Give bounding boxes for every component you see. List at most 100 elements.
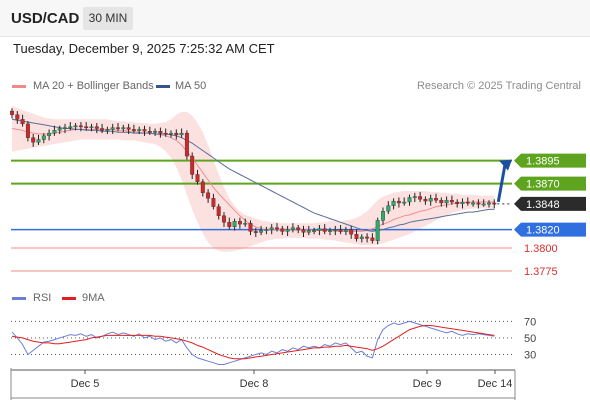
candle-body xyxy=(68,126,73,129)
candle-body xyxy=(418,196,423,200)
x-tick-label: Dec 9 xyxy=(413,378,442,390)
candle-body xyxy=(137,129,142,131)
candle-body xyxy=(243,223,248,225)
candle-body xyxy=(476,202,481,205)
candle-body xyxy=(190,155,195,175)
level-label-1.3848: 1.3848 xyxy=(526,199,560,211)
candle-body xyxy=(343,229,348,232)
rsi-legend-swatch xyxy=(12,297,26,300)
candle-body xyxy=(206,192,211,199)
level-tag-1.3820 xyxy=(514,222,586,237)
candle-body xyxy=(184,132,189,157)
candle-body xyxy=(126,127,131,130)
candle-body xyxy=(15,114,20,120)
candle-body xyxy=(460,201,465,205)
candle-body xyxy=(455,201,460,205)
rsi-ma9-line xyxy=(11,325,495,360)
candle-body xyxy=(174,132,179,136)
candle-body xyxy=(465,201,470,204)
x-tick-label: Dec 8 xyxy=(240,378,269,390)
candle-body xyxy=(25,123,30,138)
bollinger-legend-label: MA 20 + Bollinger Bands xyxy=(33,80,154,92)
candle-body xyxy=(349,229,354,235)
candle-body xyxy=(301,229,306,233)
candle-body xyxy=(57,128,62,131)
candle-body xyxy=(89,126,94,129)
candle-body xyxy=(264,229,269,231)
candle-body xyxy=(423,199,428,202)
level-label-1.3895: 1.3895 xyxy=(526,156,560,168)
timestamp: Tuesday, December 9, 2025 7:25:32 AM CET xyxy=(13,41,275,56)
ma50-legend-label: MA 50 xyxy=(175,80,207,92)
level-tag-1.3848 xyxy=(514,196,586,211)
x-tick-label: Dec 5 xyxy=(71,378,100,390)
candle-body xyxy=(147,131,152,133)
level-tag-1.3870 xyxy=(514,176,586,191)
candle-body xyxy=(317,228,322,231)
candle-body xyxy=(354,234,359,239)
candle-body xyxy=(100,128,105,131)
candle-body xyxy=(434,198,438,201)
forecast-arrow-shaft xyxy=(496,164,507,203)
candle-body xyxy=(158,131,163,134)
level-tag-1.3895 xyxy=(514,153,586,168)
candle-body xyxy=(290,227,295,230)
candle-body xyxy=(328,230,332,232)
candle-body xyxy=(84,126,89,129)
forecast-arrow-head xyxy=(499,159,512,171)
candle-body xyxy=(163,132,168,135)
candle-body xyxy=(78,125,83,128)
candle-body xyxy=(73,125,78,128)
candle-body xyxy=(211,198,216,207)
candle-body xyxy=(105,129,110,131)
level-label-1.3870: 1.3870 xyxy=(526,179,560,191)
candle-body xyxy=(428,198,433,202)
candle-body xyxy=(116,127,120,129)
candle-body xyxy=(449,200,454,203)
level-label-1.3820: 1.3820 xyxy=(526,225,560,237)
ma50-legend-swatch xyxy=(156,85,170,88)
candle-body xyxy=(153,131,158,133)
candle-body xyxy=(333,229,338,231)
candle-body xyxy=(280,228,285,232)
candle-body xyxy=(248,223,253,232)
timeframe-button[interactable]: 30 MIN xyxy=(83,7,133,30)
rsi-legend-label: RSI xyxy=(33,292,52,304)
candle-body xyxy=(216,206,221,216)
candle-body xyxy=(296,227,301,230)
ma9-legend-label: 9MA xyxy=(82,292,105,304)
candle-body xyxy=(285,229,290,232)
candle-body xyxy=(121,127,126,129)
rsi-line xyxy=(11,320,495,365)
candle-body xyxy=(41,135,46,140)
symbol-label: USD/CAD xyxy=(11,10,80,27)
bollinger-band-area xyxy=(12,105,495,252)
candle-body xyxy=(237,221,242,225)
candle-body xyxy=(402,201,407,204)
candle-body xyxy=(407,197,412,203)
chart-header: USD/CAD 30 MIN xyxy=(0,0,590,37)
candle-body xyxy=(306,230,311,233)
candle-body xyxy=(471,202,476,205)
candle-body xyxy=(487,202,491,205)
candle-body xyxy=(222,215,226,223)
candle-body xyxy=(275,227,279,230)
candle-body xyxy=(10,110,14,115)
candle-body xyxy=(253,231,258,233)
candle-body xyxy=(259,230,264,233)
credit-label: Research © 2025 Trading Central xyxy=(416,80,581,92)
candle-body xyxy=(492,202,497,205)
candle-body xyxy=(131,129,136,131)
candle-body xyxy=(227,222,232,227)
candle-body xyxy=(481,203,486,206)
bollinger-legend-swatch xyxy=(12,85,26,88)
ma50-line xyxy=(11,118,495,232)
ma9-legend-swatch xyxy=(62,297,76,300)
candle-body xyxy=(386,205,391,212)
candle-body xyxy=(269,227,274,230)
candle-body xyxy=(63,127,67,129)
candle-body xyxy=(322,228,327,232)
candle-body xyxy=(444,200,449,204)
candle-body xyxy=(94,126,99,129)
